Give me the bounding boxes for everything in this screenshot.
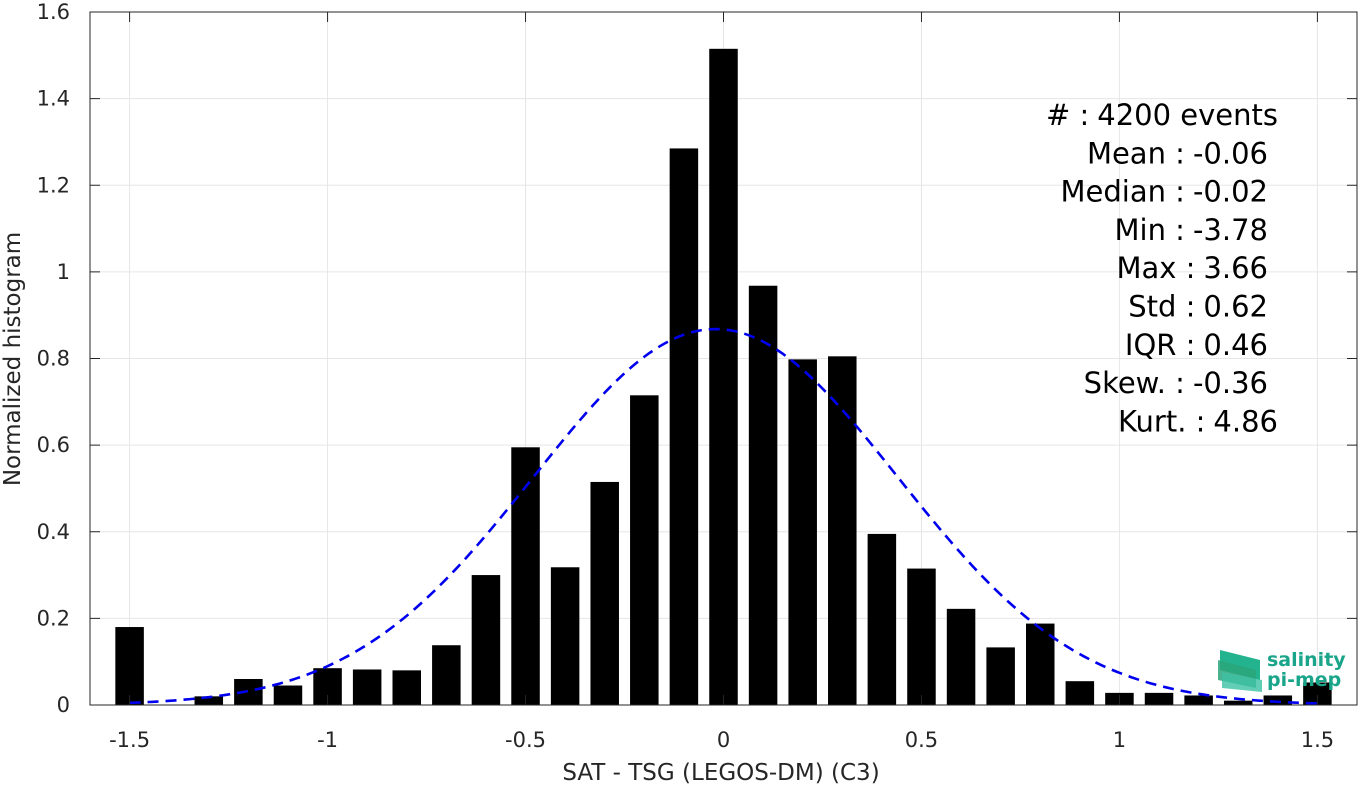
x-tick-labels: -1.5 -1 -0.5 0 0.5 1 1.5 xyxy=(109,728,1334,752)
y-tick-label-7: 1.4 xyxy=(37,87,70,111)
histogram-bar-2 xyxy=(194,696,224,705)
gaussian-fit-curve xyxy=(129,327,1318,705)
axis-ticks xyxy=(90,11,1357,706)
y-tick-label-4: 0.8 xyxy=(37,347,70,371)
histogram-bar-18 xyxy=(828,356,857,705)
stat-label-2: Median : xyxy=(1060,175,1184,209)
histogram-bar-0 xyxy=(115,627,144,705)
y-tick-label-8: 1.6 xyxy=(37,0,70,24)
y-tick-label-1: 0.2 xyxy=(37,606,70,630)
x-tick-label-5: 1 xyxy=(1113,728,1126,752)
histogram-bar-9 xyxy=(471,575,501,705)
histogram-bar-15 xyxy=(709,48,738,706)
stat-label-6: IQR : xyxy=(1125,328,1196,362)
histogram-bar-22 xyxy=(986,647,1015,705)
y-tick-label-6: 1.2 xyxy=(37,173,70,197)
stat-label-8: Kurt. : xyxy=(1118,404,1205,438)
stat-value-6: 0.46 xyxy=(1203,328,1268,362)
histogram-bar-6 xyxy=(352,669,382,705)
x-tick-label-2: -0.5 xyxy=(505,728,546,752)
histogram-bar-16 xyxy=(748,285,778,705)
histogram-bar-23 xyxy=(1025,623,1055,705)
salinity-pi-mep-logo: salinity pi-mep xyxy=(1218,649,1346,692)
x-axis-title: SAT - TSG (LEGOS-DM) (C3) xyxy=(562,760,879,785)
histogram-bar-27 xyxy=(1184,695,1213,705)
histogram-bar-11 xyxy=(550,567,580,705)
y-tick-label-2: 0.4 xyxy=(37,520,70,544)
histogram-bar-4 xyxy=(273,685,303,705)
stat-value-3: -3.78 xyxy=(1193,213,1268,247)
stat-value-1: -0.06 xyxy=(1193,136,1268,170)
y-tick-label-0: 0 xyxy=(57,693,70,717)
y-axis-title: Normalized histogram xyxy=(0,232,26,486)
histogram-bars xyxy=(115,48,1332,706)
x-tick-label-3: 0 xyxy=(717,728,730,752)
histogram-bar-19 xyxy=(867,533,897,705)
histogram-bar-13 xyxy=(630,395,659,705)
logo-line1: salinity xyxy=(1267,649,1346,671)
y-tick-label-5: 1 xyxy=(57,260,70,284)
logo-line2: pi-mep xyxy=(1267,669,1341,691)
histogram-bar-24 xyxy=(1065,681,1095,705)
stat-value-4: 3.66 xyxy=(1203,251,1268,285)
stat-value-7: -0.36 xyxy=(1193,366,1268,400)
stat-value-2: -0.02 xyxy=(1193,175,1268,209)
x-tick-label-4: 0.5 xyxy=(905,728,938,752)
histogram-bar-28 xyxy=(1223,700,1253,705)
y-tick-label-3: 0.6 xyxy=(37,433,70,457)
stat-label-7: Skew. : xyxy=(1084,366,1185,400)
stat-label-4: Max : xyxy=(1116,251,1195,285)
histogram-bar-21 xyxy=(946,608,976,705)
x-tick-label-0: -1.5 xyxy=(109,728,150,752)
histogram-bar-29 xyxy=(1263,695,1293,705)
histogram-bar-7 xyxy=(392,670,422,705)
histogram-bar-17 xyxy=(788,359,817,705)
histogram-bar-30 xyxy=(1303,682,1332,705)
stat-label-0: # : xyxy=(1046,98,1089,132)
histogram-bar-12 xyxy=(590,481,619,705)
histogram-bar-10 xyxy=(511,447,540,705)
y-tick-labels: 0 0.2 0.4 0.6 0.8 1 1.2 1.4 1.6 xyxy=(37,0,70,717)
stat-label-1: Mean : xyxy=(1087,136,1185,170)
stat-label-3: Min : xyxy=(1115,213,1185,247)
histogram-bar-14 xyxy=(669,148,699,705)
x-tick-label-1: -1 xyxy=(317,728,338,752)
stat-value-5: 0.62 xyxy=(1203,290,1268,324)
statistics-box: # :4200 events Mean : -0.06 Median : -0.02Mi… xyxy=(1046,98,1278,438)
histogram-bar-20 xyxy=(907,568,936,705)
stat-label-5: Std : xyxy=(1128,290,1195,324)
histogram-bar-26 xyxy=(1144,692,1174,705)
x-tick-label-6: 1.5 xyxy=(1301,728,1334,752)
stat-value-8: 4.86 xyxy=(1213,404,1278,438)
stat-value-0: 4200 events xyxy=(1097,98,1278,132)
histogram-bar-8 xyxy=(432,645,461,705)
logo-mark-icon xyxy=(1218,650,1262,692)
